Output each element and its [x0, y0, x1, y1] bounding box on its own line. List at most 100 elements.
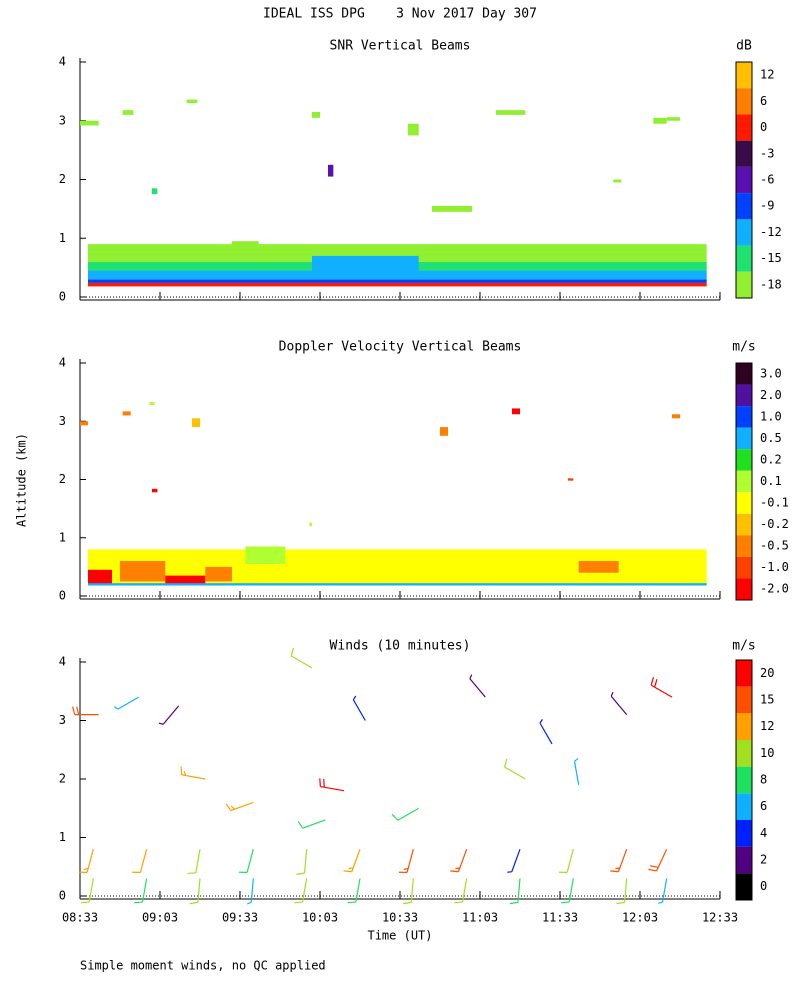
chart-title: IDEAL ISS DPG 3 Nov 2017 Day 307	[263, 7, 537, 22]
colorbar-label: 2	[760, 853, 767, 867]
heatmap-cell	[328, 164, 334, 177]
wind-barb	[158, 705, 180, 725]
colorbar-label: 3.0	[760, 366, 782, 380]
heatmap-cell	[653, 117, 667, 124]
colorbar-label: -12	[760, 225, 782, 239]
colorbar-segment	[736, 140, 752, 167]
wind-barb	[509, 878, 521, 905]
colorbar-label: 10	[760, 746, 774, 760]
wind-barb	[573, 758, 580, 785]
heatmap-cell	[312, 255, 419, 274]
wind-barb	[134, 878, 148, 904]
colorbar-label: -18	[760, 277, 782, 291]
colorbar-unit: m/s	[732, 639, 755, 654]
heatmap-cell	[312, 111, 320, 118]
colorbar-unit: m/s	[732, 340, 755, 355]
x-tick-label: 10:03	[302, 911, 338, 925]
colorbar-label: 4	[760, 826, 767, 840]
heatmap-cell	[80, 120, 99, 126]
y-tick-label: 3	[59, 113, 66, 127]
wind-barb	[180, 766, 206, 780]
heatmap-cell	[192, 418, 200, 428]
heatmap-cell	[512, 408, 520, 415]
wind-barb	[113, 696, 139, 710]
colorbar-label: 6	[760, 799, 767, 813]
wind-barb	[72, 706, 99, 716]
heatmap-cell	[88, 270, 707, 280]
colorbar-segment	[736, 384, 752, 407]
colorbar-label: 15	[760, 693, 774, 707]
colorbar-label: 0.2	[760, 452, 782, 466]
colorbar-label: 1.0	[760, 409, 782, 423]
wind-barb	[398, 849, 414, 873]
y-tick-label: 1	[59, 830, 66, 844]
heatmap-cell	[432, 205, 472, 212]
colorbar-frame	[735, 362, 753, 601]
colorbar-label: -9	[760, 199, 774, 213]
colorbar-label: 0	[760, 120, 767, 134]
wind-barb	[403, 878, 414, 905]
colorbar-segment	[736, 406, 752, 428]
colorbar-label: -15	[760, 251, 782, 265]
heatmap-cell	[186, 99, 198, 104]
colorbar-segment	[736, 193, 752, 220]
colorbar-segment	[736, 713, 752, 740]
colorbar-segment	[736, 62, 752, 89]
heatmap-cell	[165, 575, 206, 585]
y-axis-label: Altitude (km)	[15, 433, 29, 527]
colorbar-segment	[736, 820, 752, 847]
heatmap-cell	[666, 117, 680, 121]
wind-barb	[78, 849, 94, 873]
colorbar-segment	[736, 513, 752, 536]
y-tick-label: 3	[59, 414, 66, 428]
colorbar-segment	[736, 271, 752, 298]
x-tick-label: 10:33	[382, 911, 418, 925]
wind-barb	[648, 848, 668, 872]
colorbar-segment	[736, 449, 752, 471]
wind-barb	[539, 719, 553, 745]
colorbar-segment	[736, 846, 752, 874]
wind-barb	[650, 677, 673, 698]
colorbar-label: 0.1	[760, 474, 782, 488]
wind-barb	[238, 849, 254, 873]
wind-barb	[189, 878, 201, 905]
y-tick-label: 0	[59, 290, 66, 304]
heatmap-cell	[408, 123, 419, 136]
heatmap-cell	[205, 566, 232, 582]
heatmap-cell	[232, 241, 259, 250]
heatmap-cell	[152, 188, 158, 195]
wind-barb	[343, 848, 361, 873]
y-tick-label: 2	[59, 772, 66, 786]
heatmap-cell	[568, 478, 574, 481]
colorbar-label: 12	[760, 68, 774, 82]
colorbar-label: 2.0	[760, 388, 782, 402]
wind-barb	[610, 848, 628, 873]
colorbar-segment	[736, 740, 752, 767]
wind-barb	[296, 849, 308, 875]
colorbar-segment	[736, 556, 752, 579]
colorbar-segment	[736, 427, 752, 450]
colorbar-label: 12	[760, 719, 774, 733]
wind-barb	[225, 801, 254, 812]
wind-barb	[352, 695, 366, 721]
wind-barb	[450, 848, 468, 873]
wind-barb	[80, 878, 94, 904]
y-tick-label: 3	[59, 713, 66, 727]
heatmap-cell	[88, 279, 707, 283]
colorbar-unit: dB	[736, 39, 752, 54]
colorbar-label: -6	[760, 173, 774, 187]
wind-barb	[391, 807, 419, 821]
panel-title: Winds (10 minutes)	[330, 639, 471, 654]
wind-barb	[454, 878, 468, 904]
heatmap-cell	[88, 583, 707, 586]
heatmap-cell	[578, 561, 619, 573]
wind-barb	[132, 849, 148, 873]
y-tick-label: 1	[59, 530, 66, 544]
heatmap-cell	[152, 488, 158, 493]
y-tick-label: 4	[59, 55, 66, 69]
x-tick-label: 11:33	[542, 911, 578, 925]
colorbar-label: 0.5	[760, 431, 782, 445]
colorbar-segment	[736, 245, 752, 272]
wind-barb	[246, 878, 254, 905]
